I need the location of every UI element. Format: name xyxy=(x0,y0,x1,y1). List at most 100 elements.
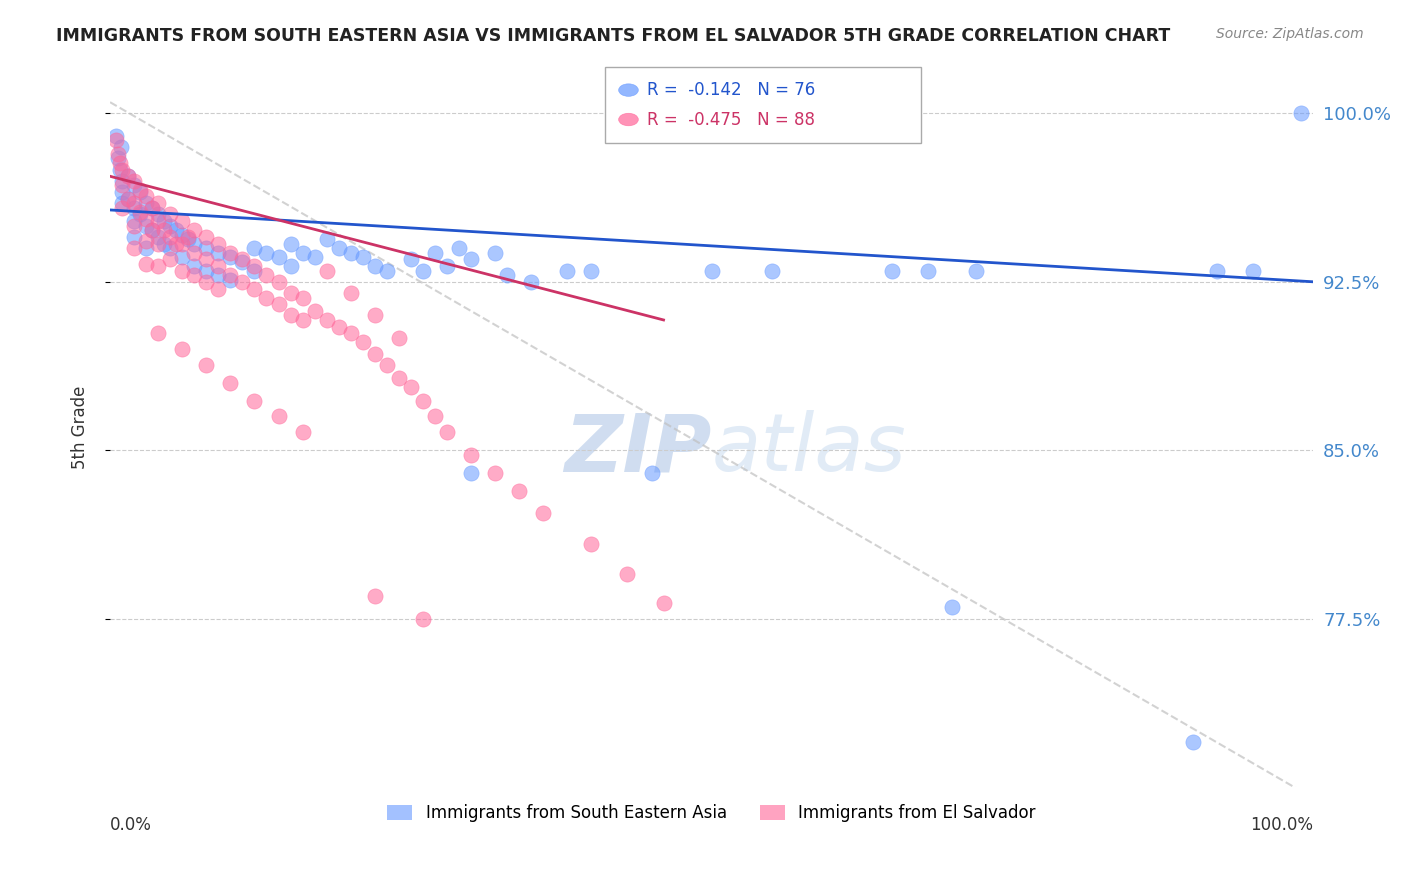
Point xyxy=(700,263,723,277)
Point xyxy=(460,252,482,267)
Point xyxy=(219,268,242,282)
Point xyxy=(207,236,229,251)
Point xyxy=(423,409,446,424)
Text: 100.0%: 100.0% xyxy=(1250,815,1313,834)
Point xyxy=(153,236,176,251)
Point xyxy=(107,146,129,161)
Point xyxy=(165,236,187,251)
Point xyxy=(129,205,152,219)
Point xyxy=(315,313,337,327)
Y-axis label: 5th Grade: 5th Grade xyxy=(72,386,89,469)
Point xyxy=(267,297,290,311)
Point xyxy=(520,275,543,289)
Point xyxy=(111,174,134,188)
Point xyxy=(122,230,145,244)
Point xyxy=(148,326,170,341)
Point xyxy=(183,236,205,251)
Point xyxy=(315,263,337,277)
Point xyxy=(460,448,482,462)
Point xyxy=(135,257,157,271)
Point xyxy=(122,178,145,193)
Point xyxy=(111,178,134,193)
Point xyxy=(159,241,181,255)
Point xyxy=(148,236,170,251)
Point xyxy=(129,207,152,221)
Point xyxy=(135,211,157,226)
Point xyxy=(339,245,361,260)
Point xyxy=(129,185,152,199)
Point xyxy=(148,259,170,273)
Point xyxy=(159,252,181,267)
Point xyxy=(148,230,170,244)
Point xyxy=(107,151,129,165)
Point xyxy=(243,281,266,295)
Point xyxy=(616,566,638,581)
Point xyxy=(436,259,458,273)
Point xyxy=(219,250,242,264)
Point xyxy=(141,223,163,237)
Point xyxy=(267,275,290,289)
Point xyxy=(195,230,218,244)
Point xyxy=(436,425,458,440)
Point xyxy=(375,358,398,372)
Point xyxy=(207,259,229,273)
Point xyxy=(761,263,783,277)
Point xyxy=(183,259,205,273)
Point xyxy=(159,207,181,221)
Point xyxy=(531,506,554,520)
Point xyxy=(122,196,145,211)
Point xyxy=(172,250,194,264)
Point xyxy=(1206,263,1229,277)
Point xyxy=(122,201,145,215)
Point xyxy=(484,466,506,480)
Text: IMMIGRANTS FROM SOUTH EASTERN ASIA VS IMMIGRANTS FROM EL SALVADOR 5TH GRADE CORR: IMMIGRANTS FROM SOUTH EASTERN ASIA VS IM… xyxy=(56,27,1170,45)
Point xyxy=(291,245,314,260)
Point xyxy=(1289,106,1312,120)
Point xyxy=(122,241,145,255)
Point xyxy=(256,245,278,260)
Point xyxy=(447,241,470,255)
Text: R =  -0.142   N = 76: R = -0.142 N = 76 xyxy=(647,81,815,99)
Text: R =  -0.475   N = 88: R = -0.475 N = 88 xyxy=(647,111,814,128)
Point xyxy=(172,214,194,228)
Point xyxy=(195,275,218,289)
Point xyxy=(291,291,314,305)
Point xyxy=(339,286,361,301)
Point xyxy=(231,275,253,289)
Text: Source: ZipAtlas.com: Source: ZipAtlas.com xyxy=(1216,27,1364,41)
Text: 0.0%: 0.0% xyxy=(110,815,152,834)
Point xyxy=(364,259,387,273)
Point xyxy=(141,201,163,215)
Point xyxy=(280,309,302,323)
Point xyxy=(111,162,134,177)
Point xyxy=(183,245,205,260)
Point xyxy=(172,342,194,356)
Point xyxy=(243,393,266,408)
Point xyxy=(352,335,374,350)
Point xyxy=(153,214,176,228)
Point xyxy=(111,185,134,199)
Point xyxy=(280,236,302,251)
Point xyxy=(352,250,374,264)
Point xyxy=(177,232,200,246)
Point xyxy=(159,219,181,233)
Point xyxy=(111,196,134,211)
Point xyxy=(640,466,662,480)
Point xyxy=(328,319,350,334)
Point xyxy=(581,537,603,551)
Point xyxy=(135,196,157,211)
Point xyxy=(315,232,337,246)
Point xyxy=(172,236,194,251)
Point xyxy=(108,156,131,170)
Point xyxy=(129,183,152,197)
Point xyxy=(280,286,302,301)
Point xyxy=(148,214,170,228)
Point xyxy=(291,425,314,440)
Point xyxy=(111,201,134,215)
Point xyxy=(117,192,139,206)
Point xyxy=(267,250,290,264)
Point xyxy=(231,252,253,267)
Point xyxy=(148,196,170,211)
Point xyxy=(141,201,163,215)
Point xyxy=(219,245,242,260)
